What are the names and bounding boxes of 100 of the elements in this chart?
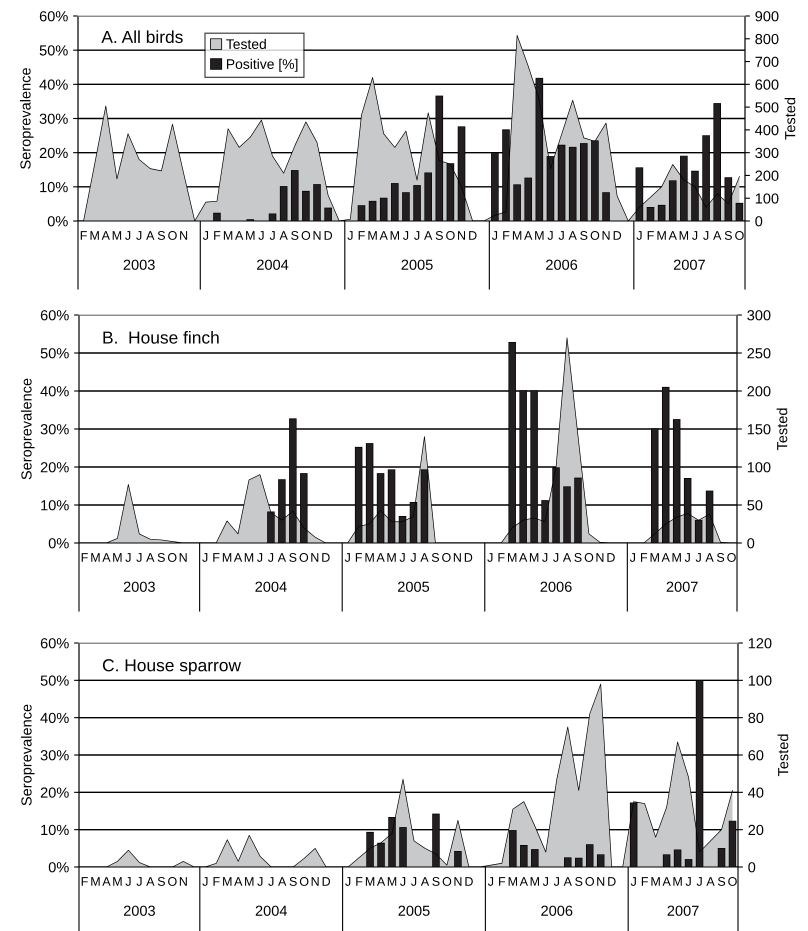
text: 2007: [666, 582, 698, 592]
y-tick-label: 20%: [40, 148, 68, 158]
y-tick-label: 60%: [40, 638, 69, 648]
text: C. House sparrow: [102, 659, 242, 675]
x-tick-label: F: [498, 553, 505, 562]
x-tick-label: M: [224, 231, 232, 240]
x-tick-label: D: [322, 877, 330, 886]
y2-tick-label: 200: [755, 170, 778, 181]
y-tick-label: 50%: [40, 348, 69, 358]
y2-axis-title: Tested: [784, 98, 796, 140]
x-tick-label: M: [535, 231, 544, 240]
x-tick-label: J: [136, 553, 142, 562]
x-tick-label: N: [180, 553, 187, 562]
y-tick-label: 30%: [40, 424, 69, 434]
y2-tick-label: 40: [748, 787, 764, 798]
x-tick-label: O: [446, 231, 455, 240]
x-tick-label: O: [168, 231, 177, 240]
x-tick-label: J: [136, 231, 142, 240]
x-tick-label: M: [244, 553, 254, 562]
x-tick-label: M: [91, 553, 100, 562]
text: 2005: [402, 260, 433, 270]
x-tick-label: F: [80, 231, 87, 240]
y-tick-label: 0%: [48, 862, 69, 872]
x-tick-label: F: [648, 231, 654, 240]
x-tick-label: M: [113, 877, 122, 886]
x-tick-label: D: [469, 231, 477, 240]
x-tick-label: J: [414, 231, 420, 240]
x-tick-label: M: [223, 877, 232, 886]
x-tick-label: A: [668, 231, 677, 240]
y2-tick-label: 250: [747, 348, 770, 358]
x-tick-label: O: [727, 553, 736, 562]
y-tick-label: 60%: [40, 310, 69, 320]
y-axis-title: Seroprevalence: [20, 378, 35, 480]
x-tick-label: D: [608, 877, 616, 886]
x-tick-label: F: [640, 553, 648, 562]
x-tick-label: D: [607, 553, 615, 562]
y-tick-label: 40%: [40, 386, 69, 396]
x-tick-label: O: [590, 231, 600, 240]
x-tick-label: M: [512, 231, 522, 240]
x-tick-label: A: [713, 231, 722, 240]
x-tick-label: M: [113, 553, 122, 562]
legend-label: Positive [%]: [226, 58, 298, 72]
x-tick-label: J: [630, 877, 636, 886]
x-tick-label: F: [642, 877, 648, 886]
x-tick-label: A: [562, 553, 572, 562]
x-tick-label: M: [368, 231, 377, 240]
x-tick-label: J: [125, 877, 131, 886]
x-tick-label: J: [347, 231, 353, 240]
x-tick-label: S: [436, 231, 443, 240]
x-tick-label: N: [458, 231, 466, 240]
x-tick-label: J: [202, 877, 208, 886]
x-tick-label: A: [568, 231, 577, 240]
x-tick-label: F: [214, 231, 220, 240]
y2-tick-label: 200: [747, 386, 770, 396]
x-tick-label: J: [548, 231, 553, 240]
x-tick-label: S: [575, 877, 582, 886]
x-tick-label: A: [146, 877, 155, 886]
y2-tick-label: 60: [748, 750, 764, 760]
text: 2005: [398, 582, 430, 592]
y-tick-label: 0%: [48, 538, 69, 548]
x-tick-label: M: [387, 553, 396, 562]
x-tick-label: A: [146, 231, 154, 240]
x-tick-label: J: [258, 231, 264, 240]
x-tick-label: S: [158, 553, 165, 562]
y-tick-label: 50%: [40, 675, 69, 686]
y-tick-label: 0%: [48, 216, 68, 226]
x-tick-label: A: [519, 553, 528, 562]
x-tick-label: J: [630, 553, 636, 562]
x-tick-label: M: [246, 231, 254, 240]
text: 2003: [124, 582, 155, 592]
y-tick-label: 30%: [40, 750, 69, 760]
x-tick-label: D: [465, 877, 473, 886]
x-tick-label: A: [102, 231, 110, 240]
y-tick-label: 10%: [40, 182, 68, 192]
x-tick-label: D: [322, 553, 330, 562]
text: 2003: [124, 906, 155, 916]
text: 2006: [546, 260, 578, 270]
x-tick-label: J: [692, 231, 698, 240]
x-tick-label: A: [146, 553, 154, 562]
x-tick-label: F: [214, 877, 220, 886]
x-tick-label: A: [520, 877, 528, 886]
x-tick-label: F: [358, 231, 365, 240]
y-tick-label: 60%: [40, 11, 68, 22]
x-tick-label: A: [102, 553, 111, 562]
x-tick-label: J: [400, 877, 406, 886]
y-axis-title: Seroprevalence: [20, 704, 35, 806]
x-tick-label: O: [300, 553, 308, 562]
y2-tick-label: 120: [748, 638, 772, 648]
x-tick-label: S: [158, 231, 165, 240]
x-tick-label: A: [234, 553, 242, 562]
x-tick-label: M: [530, 877, 539, 886]
x-tick-label: A: [380, 231, 388, 240]
x-tick-label: J: [270, 231, 275, 240]
x-tick-label: S: [158, 877, 165, 886]
x-tick-label: N: [180, 231, 188, 240]
x-tick-label: S: [716, 553, 724, 562]
y2-tick-label: 400: [755, 124, 778, 136]
x-tick-label: J: [487, 553, 492, 562]
y-tick-label: 10%: [41, 824, 69, 836]
x-tick-label: M: [680, 231, 688, 240]
